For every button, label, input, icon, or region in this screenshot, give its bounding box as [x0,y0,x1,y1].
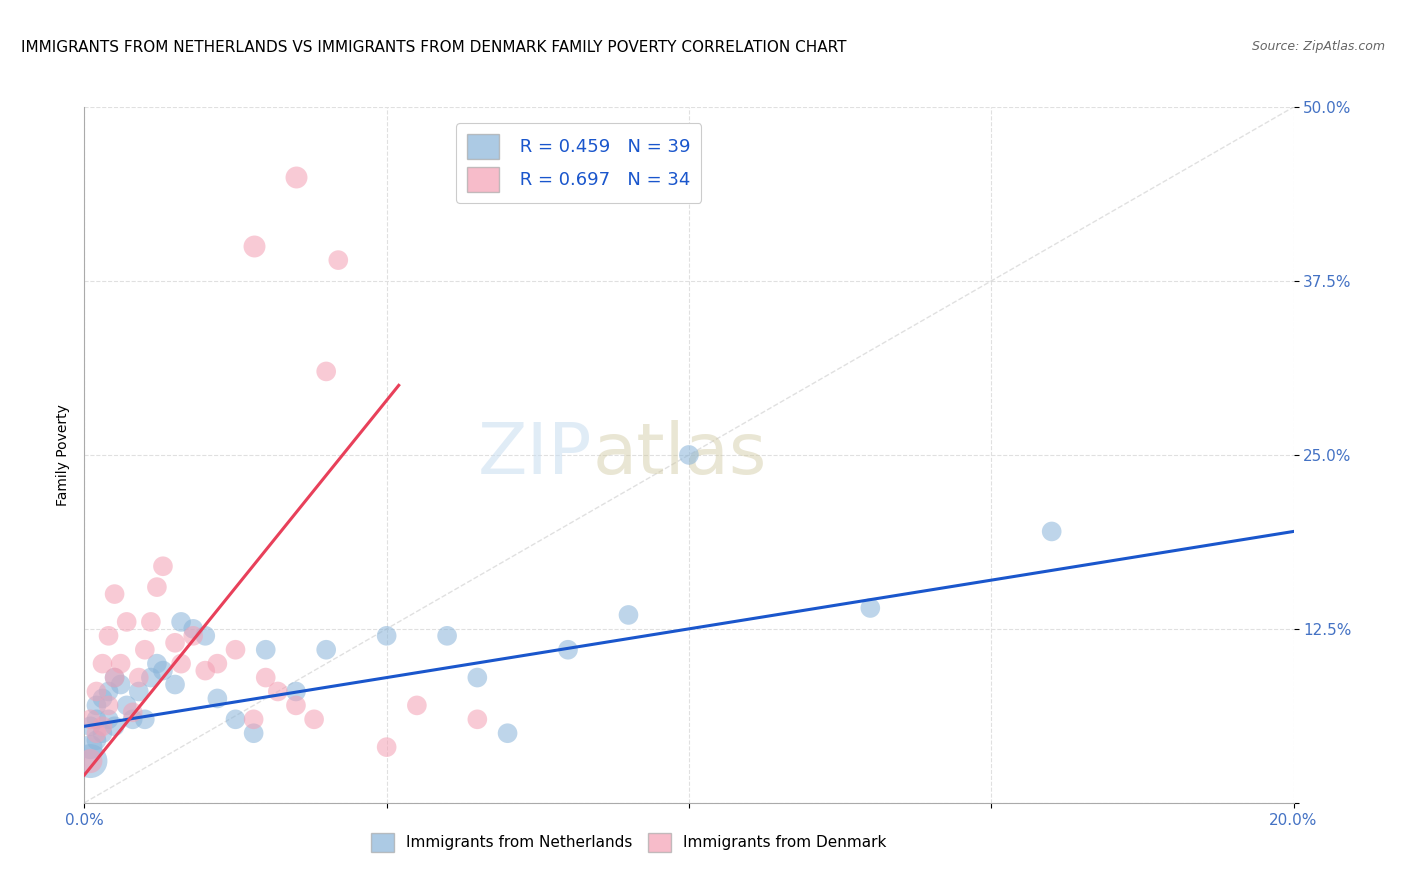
Point [328,253,350,268]
Point [207,691,229,706]
Point [139,671,162,685]
Point [128,684,150,698]
Point [79,754,101,768]
Point [115,698,138,713]
Point [1040,524,1063,539]
Point [170,615,193,629]
Point [181,629,204,643]
Text: Source: ZipAtlas.com: Source: ZipAtlas.com [1251,40,1385,54]
Point [859,601,882,615]
Point [194,664,217,678]
Point [375,629,398,643]
Point [146,657,169,671]
Point [375,740,398,755]
Point [110,657,132,671]
Point [86,698,108,713]
Point [104,587,127,601]
Point [86,712,108,726]
Text: ZIP: ZIP [478,420,592,490]
Point [86,733,108,747]
Point [467,712,489,726]
Point [170,657,193,671]
Point [181,622,204,636]
Point [242,712,264,726]
Point [79,740,101,755]
Point [254,671,277,685]
Point [194,629,217,643]
Point [128,671,150,685]
Text: atlas: atlas [592,420,766,490]
Point [285,684,308,698]
Point [207,657,229,671]
Point [617,607,640,622]
Point [165,636,187,650]
Legend: Immigrants from Netherlands, Immigrants from Denmark: Immigrants from Netherlands, Immigrants … [364,827,893,858]
Point [104,671,127,685]
Point [134,712,156,726]
Point [139,615,162,629]
Text: IMMIGRANTS FROM NETHERLANDS VS IMMIGRANTS FROM DENMARK FAMILY POVERTY CORRELATIO: IMMIGRANTS FROM NETHERLANDS VS IMMIGRANT… [21,40,846,55]
Point [225,642,247,657]
Point [225,712,247,726]
Point [254,642,277,657]
Point [86,684,108,698]
Point [285,698,308,713]
Point [285,169,308,184]
Point [557,642,579,657]
Point [267,684,290,698]
Point [91,719,114,733]
Point [86,726,108,740]
Point [91,657,114,671]
Point [91,691,114,706]
Point [496,726,519,740]
Point [165,677,187,691]
Point [406,698,429,713]
Point [678,448,700,462]
Point [152,559,174,574]
Point [302,712,325,726]
Point [79,712,101,726]
Point [436,629,458,643]
Point [315,642,337,657]
Point [97,629,120,643]
Point [110,677,132,691]
Point [315,364,337,378]
Point [79,754,101,768]
Point [134,642,156,657]
Point [121,712,143,726]
Point [121,706,143,720]
Point [91,726,114,740]
Point [104,671,127,685]
Point [242,239,264,253]
Point [97,712,120,726]
Point [97,698,120,713]
Point [115,615,138,629]
Y-axis label: Family Poverty: Family Poverty [56,404,70,506]
Point [79,719,101,733]
Point [146,580,169,594]
Point [97,684,120,698]
Point [242,726,264,740]
Point [104,719,127,733]
Point [467,671,489,685]
Point [152,664,174,678]
